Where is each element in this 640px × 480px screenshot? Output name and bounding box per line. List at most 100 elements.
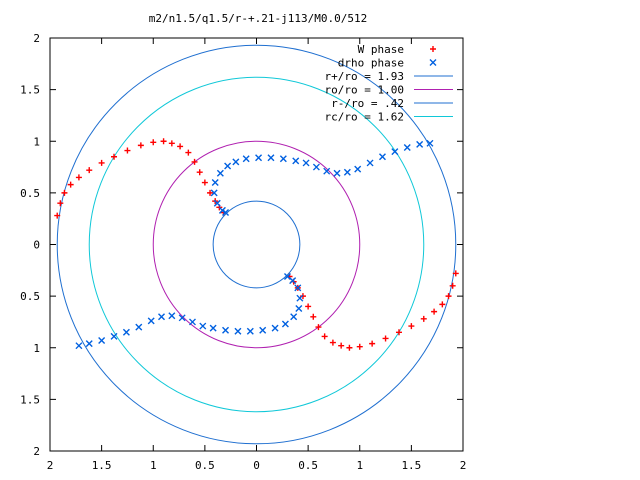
series-1-point-39 (267, 154, 275, 162)
y-tick-label-1: 1.5 (20, 84, 40, 97)
x-tick-label-4: 0 (253, 459, 260, 472)
series-1-point-36 (302, 159, 310, 167)
series-0-point-34 (338, 342, 345, 349)
y-tick-label-6: 1 (33, 342, 40, 355)
data-points (54, 138, 459, 351)
series-1-point-29 (378, 153, 386, 161)
y-tick-label-3: 0.5 (20, 187, 40, 200)
series-1-point-7 (158, 313, 166, 321)
chart-title: m2/n1.5/q1.5/r-+.21-j113/M0.0/512 (149, 12, 368, 25)
series-0-point-24 (445, 293, 452, 300)
series-0-point-12 (168, 140, 175, 147)
series-1-point-0 (75, 342, 83, 350)
series-1-point-12 (209, 324, 217, 332)
x-tick-label-5: 0.5 (298, 459, 318, 472)
series-1-point-41 (242, 155, 250, 163)
series-1-point-1 (85, 340, 93, 348)
series-0-point-9 (137, 142, 144, 149)
reference-circles (56, 44, 457, 445)
series-1-point-40 (255, 154, 263, 162)
series-1-point-49 (222, 208, 230, 216)
series-1-point-18 (281, 320, 289, 328)
series-0-point-22 (452, 270, 459, 277)
series-1-point-34 (323, 167, 331, 175)
series-0-point-35 (329, 339, 336, 346)
series-0-point-18 (207, 189, 214, 196)
series-1-point-26 (416, 140, 424, 148)
series-1-point-45 (211, 179, 219, 187)
series-1-point-14 (234, 327, 242, 335)
x-tick-label-6: 1 (356, 459, 363, 472)
circle-series-2 (56, 44, 457, 445)
series-0-point-37 (315, 324, 322, 331)
y-tick-label-0: 2 (33, 32, 40, 45)
series-1-point-37 (292, 157, 300, 165)
series-0-point-26 (431, 308, 438, 315)
x-tick-label-8: 2 (460, 459, 467, 472)
legend-label-4: r-/ro = .42 (331, 97, 404, 110)
series-1-point-25 (426, 139, 434, 147)
series-1-point-21 (296, 294, 304, 302)
series-0-point-5 (86, 167, 93, 174)
series-1-point-35 (312, 163, 320, 171)
series-0-point-13 (177, 143, 184, 150)
legend-label-3: ro/ro = 1.00 (325, 84, 404, 97)
series-0-point-1 (57, 200, 64, 207)
series-1-point-10 (188, 318, 196, 326)
series-1-point-24 (283, 273, 291, 281)
series-1-point-28 (391, 148, 399, 156)
series-1-point-15 (246, 327, 254, 335)
series-1-point-5 (135, 323, 143, 331)
y-tick-label-7: 1.5 (20, 393, 40, 406)
series-1-point-8 (168, 312, 176, 320)
circle-series-3 (152, 140, 361, 349)
legend-label-0: W phase (358, 43, 404, 56)
x-tick-label-1: 1.5 (92, 459, 112, 472)
series-0-point-27 (420, 315, 427, 322)
legend-label-1: drho phase (338, 57, 404, 70)
series-1-point-23 (289, 277, 297, 285)
series-1-point-9 (178, 314, 186, 322)
x-tick-label-0: 2 (47, 459, 54, 472)
series-1-point-30 (366, 159, 374, 167)
series-0-point-8 (124, 147, 131, 154)
axis-ticks: 2 1.5 1 0.5 0 0.5 1 1.5 221.510.500.511.52 (20, 32, 466, 472)
y-tick-label-5: 0.5 (20, 290, 40, 303)
series-0-point-23 (449, 282, 456, 289)
series-0-point-16 (196, 169, 203, 176)
series-0-point-2 (61, 189, 68, 196)
series-1-point-16 (259, 326, 267, 334)
series-1-point-48 (218, 206, 226, 214)
series-1-point-44 (216, 169, 224, 177)
series-0-point-32 (356, 343, 363, 350)
series-0-point-36 (321, 333, 328, 340)
legend-label-5: rc/ro = 1.62 (325, 111, 404, 124)
series-0-point-11 (160, 138, 167, 145)
series-0-points (54, 138, 459, 351)
series-0-point-31 (369, 340, 376, 347)
series-1-point-27 (403, 143, 411, 151)
y-tick-label-8: 2 (33, 445, 40, 458)
series-1-point-6 (147, 317, 155, 325)
series-1-point-32 (343, 168, 351, 176)
series-0-point-10 (150, 139, 157, 146)
series-1-point-22 (294, 284, 302, 292)
x-tick-label-3: 0.5 (195, 459, 215, 472)
series-0-point-38 (310, 313, 317, 320)
y-tick-label-4: 0 (33, 239, 40, 252)
series-1-point-2 (98, 337, 106, 345)
series-1-point-3 (110, 332, 118, 340)
legend-label-2: r+/ro = 1.93 (325, 70, 404, 83)
y-tick-label-2: 1 (33, 135, 40, 148)
series-1-point-43 (224, 162, 232, 170)
series-0-point-4 (75, 174, 82, 181)
legend-swatch-0 (430, 46, 436, 52)
series-1-point-13 (222, 326, 230, 334)
series-0-point-33 (346, 344, 353, 351)
series-0-point-25 (439, 301, 446, 308)
series-0-point-30 (382, 335, 389, 342)
series-0-point-28 (408, 323, 415, 330)
series-1-point-31 (354, 165, 362, 173)
x-tick-label-2: 1 (150, 459, 157, 472)
